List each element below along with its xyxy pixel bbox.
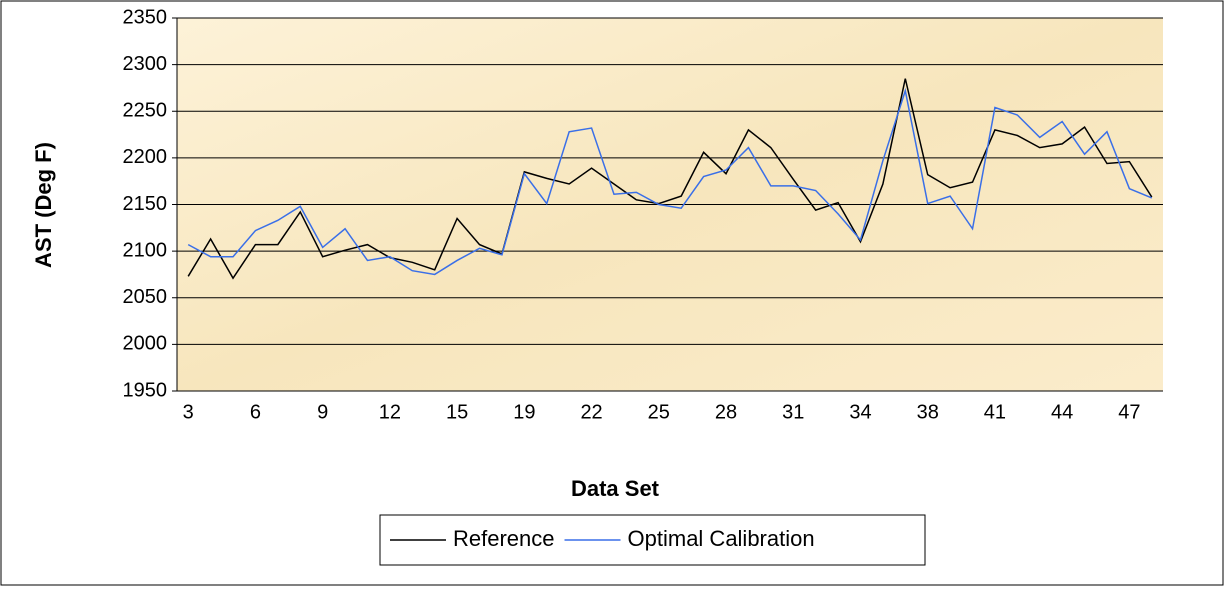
x-tick-label: 28: [715, 401, 737, 423]
y-tick-label: 2000: [123, 333, 168, 355]
x-tick-label: 3: [183, 401, 194, 423]
x-tick-label: 38: [917, 401, 939, 423]
x-tick-label: 6: [250, 401, 261, 423]
legend-label: Optimal Calibration: [628, 526, 815, 551]
y-tick-label: 2300: [123, 53, 168, 75]
x-tick-label: 31: [782, 401, 804, 423]
y-axis-title: AST (Deg F): [31, 142, 56, 268]
y-tick-label: 2250: [123, 100, 168, 122]
data-line: [187, 87, 1153, 276]
x-tick-label: 19: [513, 401, 535, 423]
x-tick-label: 12: [379, 401, 401, 423]
x-tick-label: 9: [317, 401, 328, 423]
data-line: [187, 78, 1153, 280]
x-tick-label: 25: [648, 401, 670, 423]
legend-label: Reference: [453, 526, 555, 551]
y-tick-label: 2350: [123, 6, 168, 28]
y-tick-label: 2050: [123, 286, 168, 308]
x-axis-title: Data Set: [571, 476, 660, 501]
x-tick-label: 22: [580, 401, 602, 423]
y-tick-label: 2150: [123, 193, 168, 215]
y-tick-label: 2200: [123, 146, 168, 168]
x-tick-label: 44: [1051, 401, 1073, 423]
x-tick-label: 34: [849, 401, 871, 423]
x-tick-label: 47: [1118, 401, 1140, 423]
y-tick-label: 1950: [123, 379, 168, 401]
legend-box: [379, 514, 926, 566]
x-tick-label: 15: [446, 401, 468, 423]
y-tick-label: 2100: [123, 239, 168, 261]
x-tick-label: 41: [984, 401, 1006, 423]
